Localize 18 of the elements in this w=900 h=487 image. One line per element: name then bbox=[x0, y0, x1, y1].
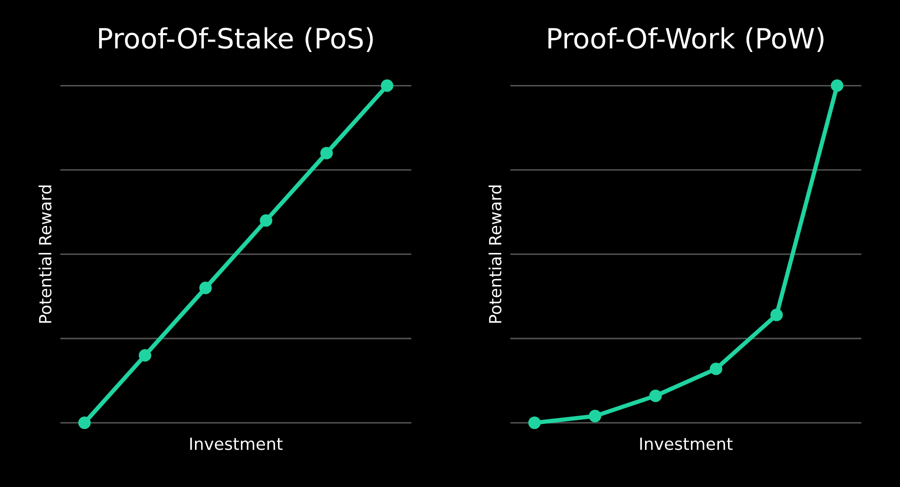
point bbox=[830, 79, 844, 92]
x-axis-title: Investment bbox=[640, 438, 733, 450]
chart-title: Proof-Of-Work (PoW) bbox=[548, 27, 824, 52]
point bbox=[78, 416, 91, 430]
point bbox=[320, 146, 333, 160]
point bbox=[588, 410, 602, 422]
point bbox=[528, 416, 541, 430]
y-axis-title: Potential Reward bbox=[488, 186, 502, 323]
point bbox=[260, 214, 272, 227]
point bbox=[199, 282, 212, 294]
chart-title: Proof-Of-Stake (PoS) bbox=[99, 27, 373, 52]
point bbox=[710, 362, 722, 376]
point bbox=[380, 79, 394, 92]
y-axis-title: Potential Reward bbox=[38, 186, 52, 323]
point bbox=[649, 390, 662, 402]
point bbox=[138, 349, 152, 362]
point bbox=[770, 308, 783, 322]
x-axis-title: Investment bbox=[190, 438, 283, 450]
